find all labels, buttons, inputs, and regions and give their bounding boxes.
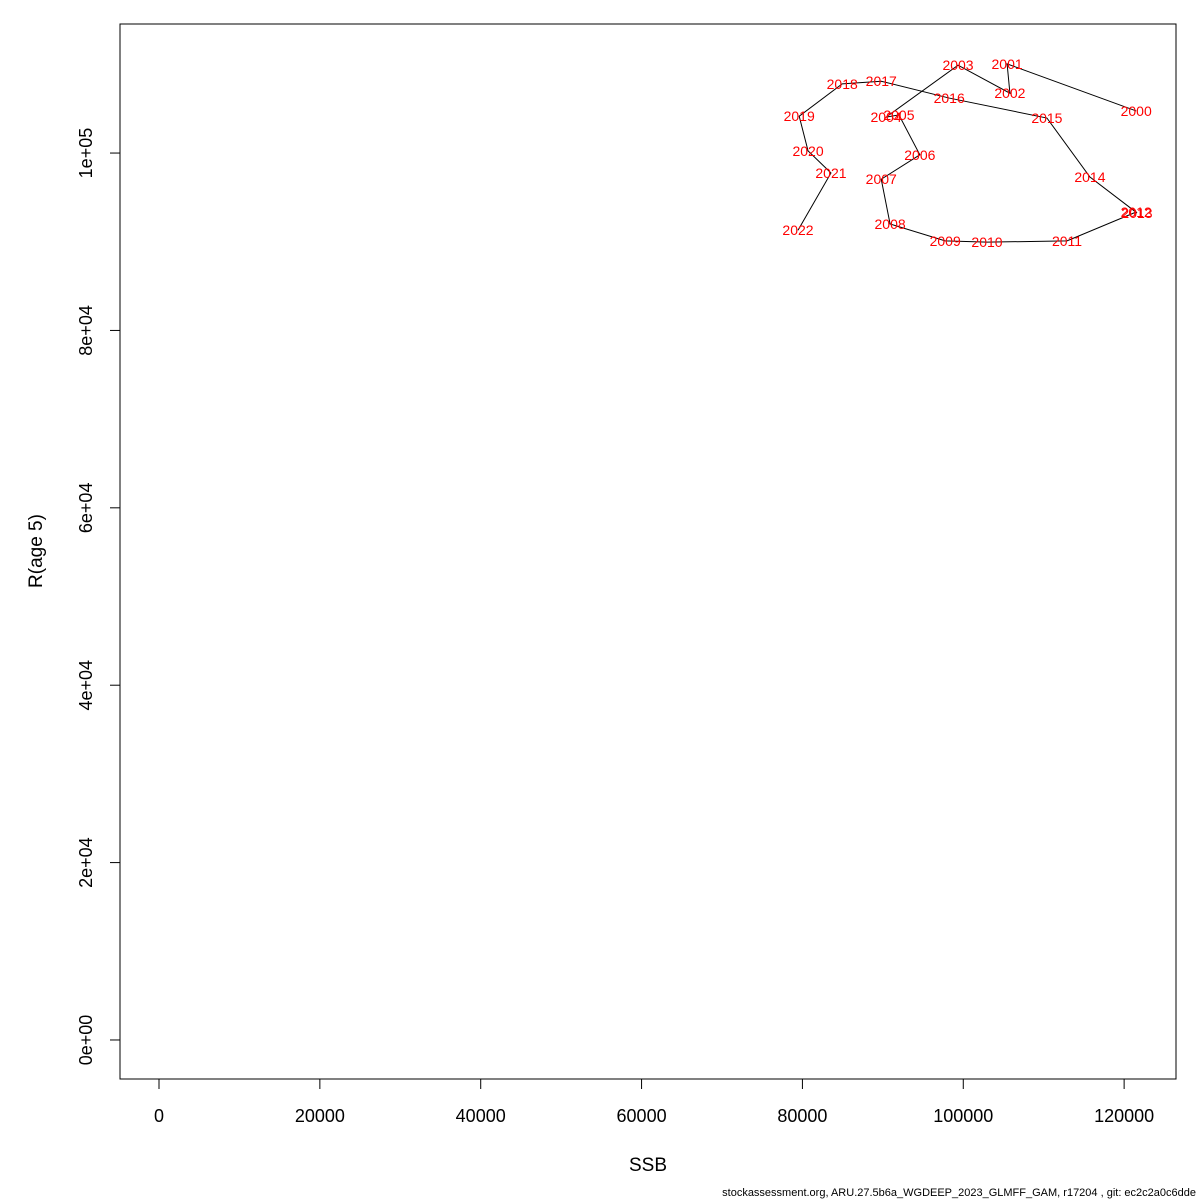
year-label: 2004: [870, 109, 901, 125]
year-label: 2011: [1052, 233, 1082, 249]
year-label: 2000: [1121, 103, 1152, 119]
x-tick-label: 0: [154, 1106, 164, 1126]
year-label: 2001: [992, 56, 1023, 72]
year-label: 2009: [930, 233, 961, 249]
year-label: 2012: [1121, 204, 1152, 220]
trajectory: [797, 63, 1138, 243]
year-label: 2022: [782, 222, 813, 238]
year-label: 2007: [866, 171, 897, 187]
plot-frame: [119, 23, 1177, 1080]
year-label: 2014: [1074, 169, 1105, 185]
x-tick-label: 100000: [933, 1106, 993, 1126]
year-label: 2017: [866, 73, 897, 89]
year-label: 2020: [792, 143, 823, 159]
year-label: 2002: [994, 85, 1025, 101]
x-tick-label: 120000: [1094, 1106, 1154, 1126]
year-label: 2006: [904, 147, 935, 163]
year-label: 2003: [942, 57, 973, 73]
year-label: 2019: [784, 108, 815, 124]
year-label: 2005: [883, 107, 914, 123]
year-label: 2018: [827, 76, 858, 92]
y-tick-label: 2e+04: [76, 837, 96, 888]
year-label: 2013: [1121, 205, 1152, 221]
x-tick-label: 80000: [777, 1106, 827, 1126]
year-label: 2010: [971, 234, 1002, 250]
y-tick-label: 6e+04: [76, 483, 96, 534]
y-tick-label: 1e+05: [76, 128, 96, 179]
x-axis-label: SSB: [629, 1155, 667, 1176]
y-axis-label: R(age 5): [26, 514, 47, 588]
y-tick-label: 4e+04: [76, 660, 96, 711]
y-tick-label: 0e+00: [76, 1015, 96, 1066]
x-tick-label: 60000: [617, 1106, 667, 1126]
year-label: 2016: [934, 90, 965, 106]
y-tick-label: 8e+04: [76, 305, 96, 356]
footer: stockassessment.org, ARU.27.5b6a_WGDEEP_…: [722, 1187, 1196, 1199]
year-label: 2021: [815, 165, 846, 181]
year-label: 2015: [1031, 110, 1062, 126]
x-tick-label: 40000: [456, 1106, 506, 1126]
year-label: 2008: [875, 216, 906, 232]
x-tick-label: 20000: [295, 1106, 345, 1126]
